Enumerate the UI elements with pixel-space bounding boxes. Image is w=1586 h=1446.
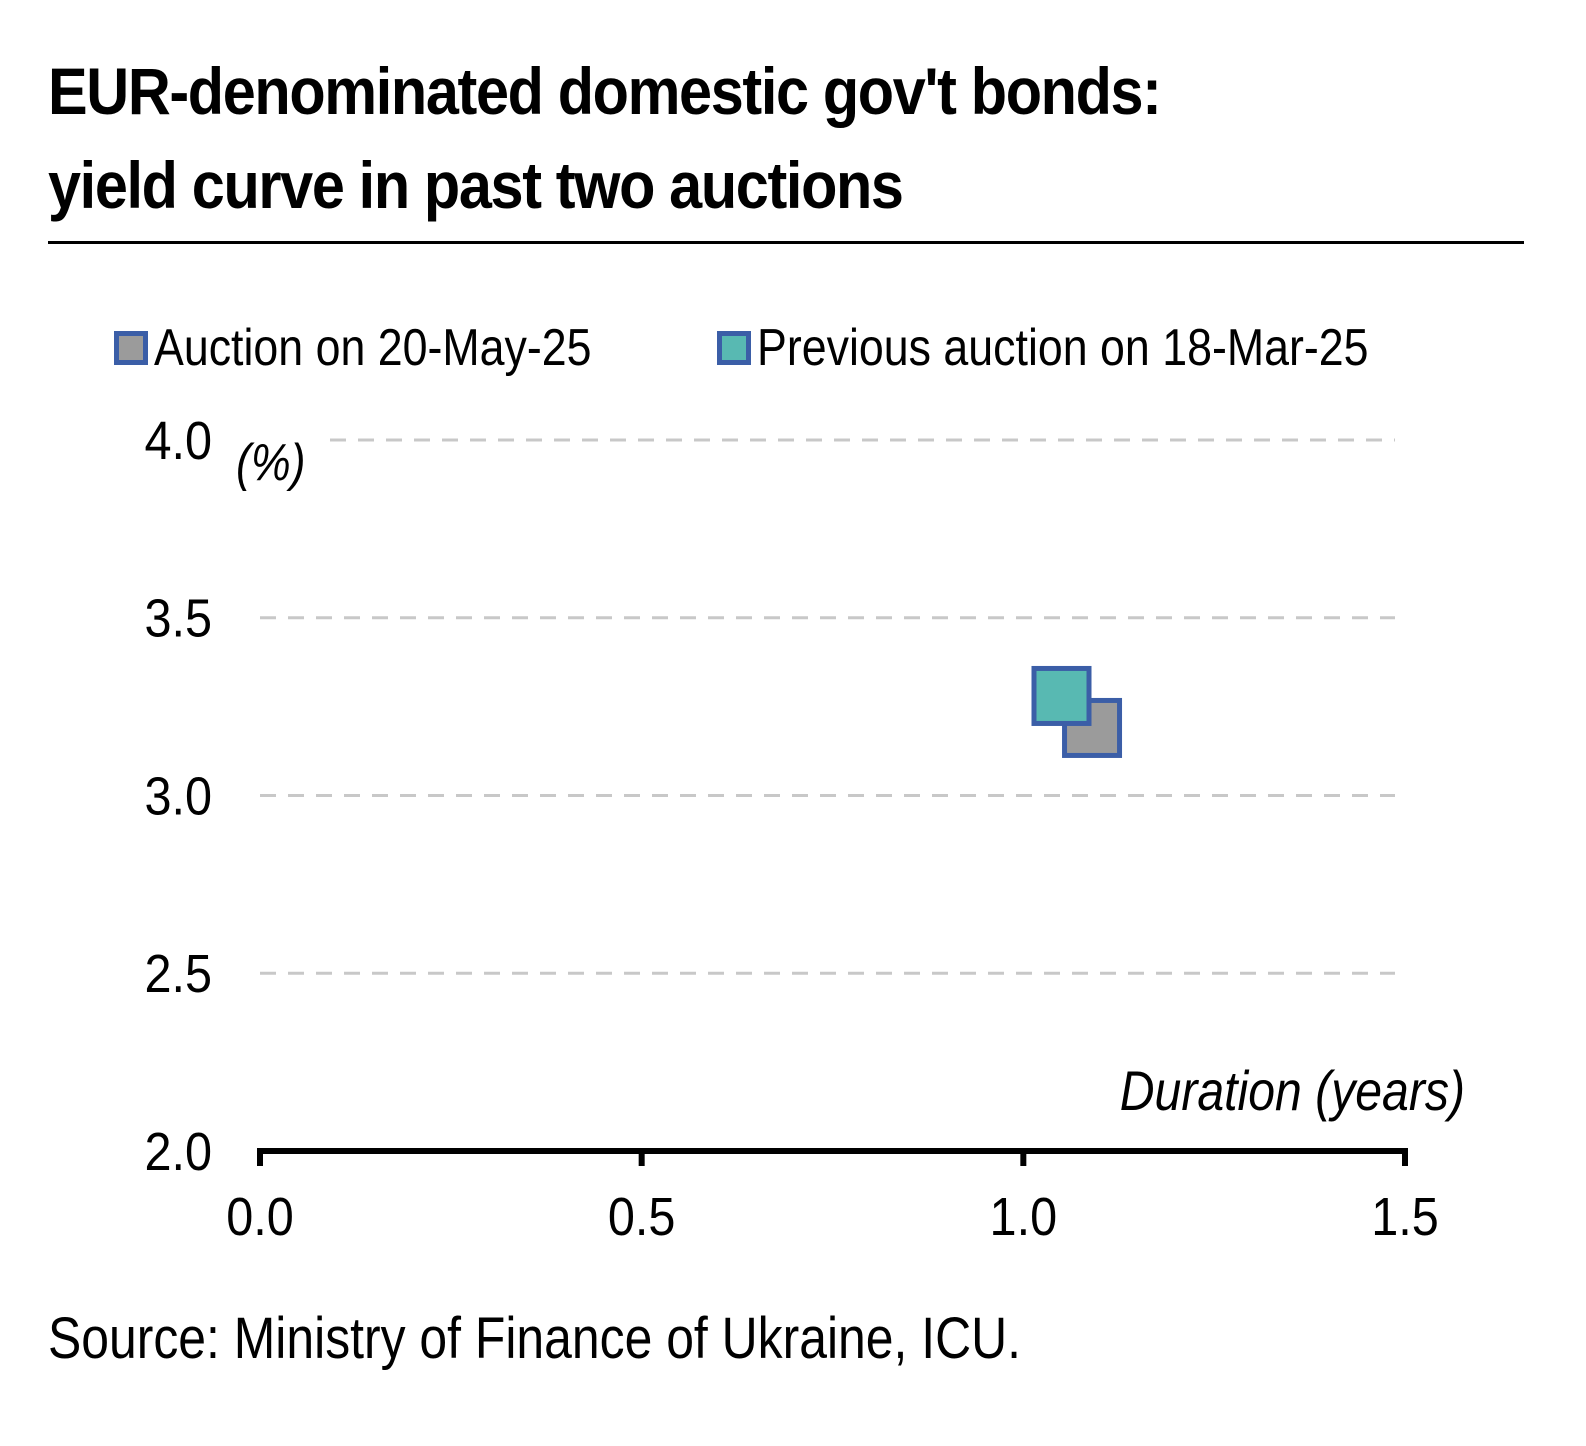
title-divider	[48, 241, 1524, 244]
source-note: Source: Ministry of Finance of Ukraine, …	[48, 1306, 1022, 1371]
x-tick-label: 0.0	[226, 1186, 294, 1247]
legend-label-previous: Previous auction on 18-Mar-25	[756, 319, 1369, 377]
x-tick-label: 1.0	[990, 1186, 1058, 1247]
x-tick-label: 1.5	[1371, 1186, 1439, 1247]
y-tick-label: 2.0	[144, 1121, 212, 1182]
data-point-previous	[1031, 665, 1092, 726]
legend-item-previous: Previous auction on 18-Mar-25	[716, 318, 1468, 378]
y-tick-label: 3.0	[144, 765, 212, 826]
data-point-current	[1062, 697, 1123, 758]
legend-label-current: Auction on 20-May-25	[154, 319, 592, 377]
legend-item-current: Auction on 20-May-25	[114, 318, 663, 378]
y-tick-label: 3.5	[144, 587, 212, 648]
y-tick-label: 2.5	[144, 943, 212, 1004]
y-tick-label: 4.0	[144, 410, 212, 471]
y-axis-label: (%)	[236, 434, 306, 492]
x-axis-label: Duration (years)	[1120, 1061, 1465, 1123]
chart-title-line-1: EUR-denominated domestic gov't bonds:	[48, 54, 1162, 128]
chart-title-line-2: yield curve in past two auctions	[48, 148, 904, 222]
chart-legend: Auction on 20-May-25 Previous auction on…	[114, 316, 1522, 380]
legend-swatch-current	[114, 331, 148, 365]
chart-title: EUR-denominated domestic gov't bonds: yi…	[48, 44, 1380, 232]
legend-swatch-previous	[716, 331, 751, 365]
x-tick-label: 0.5	[608, 1186, 676, 1247]
